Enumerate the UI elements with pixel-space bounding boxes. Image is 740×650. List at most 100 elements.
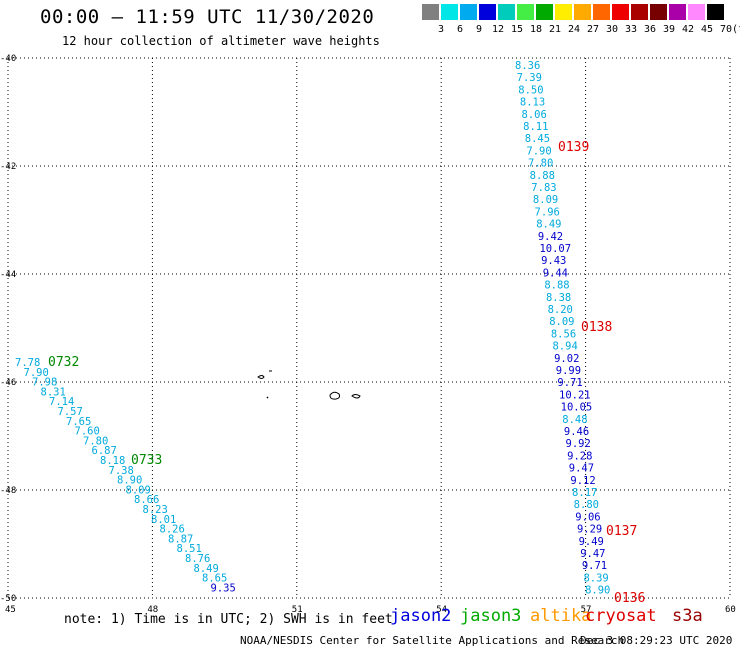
legend-swatch <box>669 4 686 20</box>
legend-label: 9 <box>475 24 483 35</box>
legend-swatch <box>555 4 572 20</box>
swh-value: 9.29 <box>577 524 602 536</box>
swh-value: 7.96 <box>535 206 560 218</box>
swh-value: 8.88 <box>544 280 569 292</box>
swh-value: 9.46 <box>564 426 589 438</box>
satellite-jason2: jason2 <box>390 606 452 626</box>
swh-value: 7.60 <box>75 426 100 438</box>
legend-label: 3 <box>437 24 445 35</box>
swh-value: 8.49 <box>194 563 219 575</box>
legend-label: 42 <box>681 24 695 35</box>
swh-value: 9.06 <box>575 511 600 523</box>
swh-value: 8.23 <box>143 504 168 516</box>
x-tick-label: 48 <box>147 605 158 615</box>
swh-value: 8.17 <box>572 487 597 499</box>
y-tick-label: -44 <box>0 270 16 280</box>
swh-value: 9.42 <box>538 231 563 243</box>
y-tick-label: -50 <box>0 594 16 604</box>
swh-value: 9.35 <box>211 582 236 594</box>
swh-value: 8.45 <box>525 133 550 145</box>
swh-value: 10.05 <box>561 402 593 414</box>
pass-time-label: 0137 <box>606 524 637 539</box>
swh-value: 8.51 <box>177 543 202 555</box>
swh-value: 8.31 <box>41 386 66 398</box>
swh-value: 8.65 <box>202 573 227 585</box>
swh-value: 8.39 <box>583 572 608 584</box>
swh-value: 7.39 <box>517 72 542 84</box>
swh-value: 7.90 <box>526 145 551 157</box>
swh-value: 8.90 <box>117 475 142 487</box>
satellite-altika: altika <box>530 606 592 626</box>
legend-swatch <box>536 4 553 20</box>
x-tick-label: 57 <box>581 605 592 615</box>
legend-label: 36 <box>643 24 657 35</box>
swh-value: 8.13 <box>520 97 545 109</box>
swh-value: 9.44 <box>543 267 568 279</box>
swh-value: 7.80 <box>83 435 108 447</box>
swh-value: 8.36 <box>515 60 540 72</box>
x-tick-label: 60 <box>725 605 736 615</box>
swh-value: 6.87 <box>92 445 117 457</box>
legend-unit: (ft) <box>732 24 740 35</box>
swh-value: 8.88 <box>530 170 555 182</box>
footer-credit: NOAA/NESDIS Center for Satellite Applica… <box>240 634 625 647</box>
swh-value: 8.50 <box>518 84 543 96</box>
satellite-cryosat: cryosat <box>585 606 657 626</box>
legend-swatch <box>441 4 458 20</box>
x-tick-label: 54 <box>436 605 447 615</box>
map-grid <box>7 57 731 599</box>
legend-swatch <box>498 4 515 20</box>
pass-time-label: 0136 <box>614 591 645 606</box>
legend-swatch <box>650 4 667 20</box>
swh-value: 7.78 <box>15 357 40 369</box>
swh-value: 10.07 <box>539 243 571 255</box>
legend-label: 33 <box>624 24 638 35</box>
legend-swatch <box>460 4 477 20</box>
swh-value: 9.92 <box>566 438 591 450</box>
y-tick-label: -48 <box>0 486 16 496</box>
island-outlines <box>257 370 361 400</box>
legend-label: 70 <box>719 24 733 35</box>
legend-swatch <box>574 4 591 20</box>
swh-value: 8.18 <box>100 455 125 467</box>
swh-value: 8.66 <box>134 494 159 506</box>
swh-value: 7.14 <box>49 396 74 408</box>
cryosat-track: 8.367.398.508.138.068.118.457.907.808.88… <box>515 60 645 606</box>
legend-label: 6 <box>456 24 464 35</box>
y-tick-label: -40 <box>0 54 16 64</box>
swh-value: 9.71 <box>557 377 582 389</box>
swh-value: 7.80 <box>528 158 553 170</box>
swh-value: 9.99 <box>556 365 581 377</box>
legend-swatch <box>517 4 534 20</box>
y-tick-label: -42 <box>0 162 16 172</box>
footer-timestamp: Dec 3 08:29:23 UTC 2020 <box>580 634 733 647</box>
swh-value: 7.38 <box>109 465 134 477</box>
pass-time-label: 0733 <box>131 453 162 468</box>
swh-value: 9.49 <box>579 536 604 548</box>
swh-value: 8.20 <box>548 304 573 316</box>
legend-swatch <box>593 4 610 20</box>
x-tick-label: 51 <box>292 605 303 615</box>
swh-value: 10.21 <box>559 389 591 401</box>
swh-value: 7.90 <box>24 367 49 379</box>
page-subtitle: 12 hour collection of altimeter wave hei… <box>62 34 380 48</box>
jason3-track: 7.787.907.988.317.147.577.657.607.806.87… <box>15 355 236 594</box>
swh-value: 8.90 <box>585 585 610 597</box>
map-note: note: 1) Time is in UTC; 2) SWH is in fe… <box>64 612 393 627</box>
swh-value: 8.26 <box>160 524 185 536</box>
swh-value: 8.09 <box>126 484 151 496</box>
swh-value: 8.76 <box>185 553 210 565</box>
swh-value: 8.09 <box>533 194 558 206</box>
legend-label: 45 <box>700 24 714 35</box>
swh-value: 9.47 <box>569 463 594 475</box>
legend-swatch <box>688 4 705 20</box>
swh-value: 8.87 <box>168 533 193 545</box>
swh-value: 7.98 <box>32 377 57 389</box>
swh-value: 9.71 <box>582 560 607 572</box>
swh-value: 9.12 <box>570 475 595 487</box>
swh-value: 8.48 <box>562 414 587 426</box>
swh-value: 8.56 <box>551 328 576 340</box>
y-tick-label: -46 <box>0 378 16 388</box>
swh-value: 9.02 <box>554 353 579 365</box>
swh-value: 7.57 <box>58 406 83 418</box>
